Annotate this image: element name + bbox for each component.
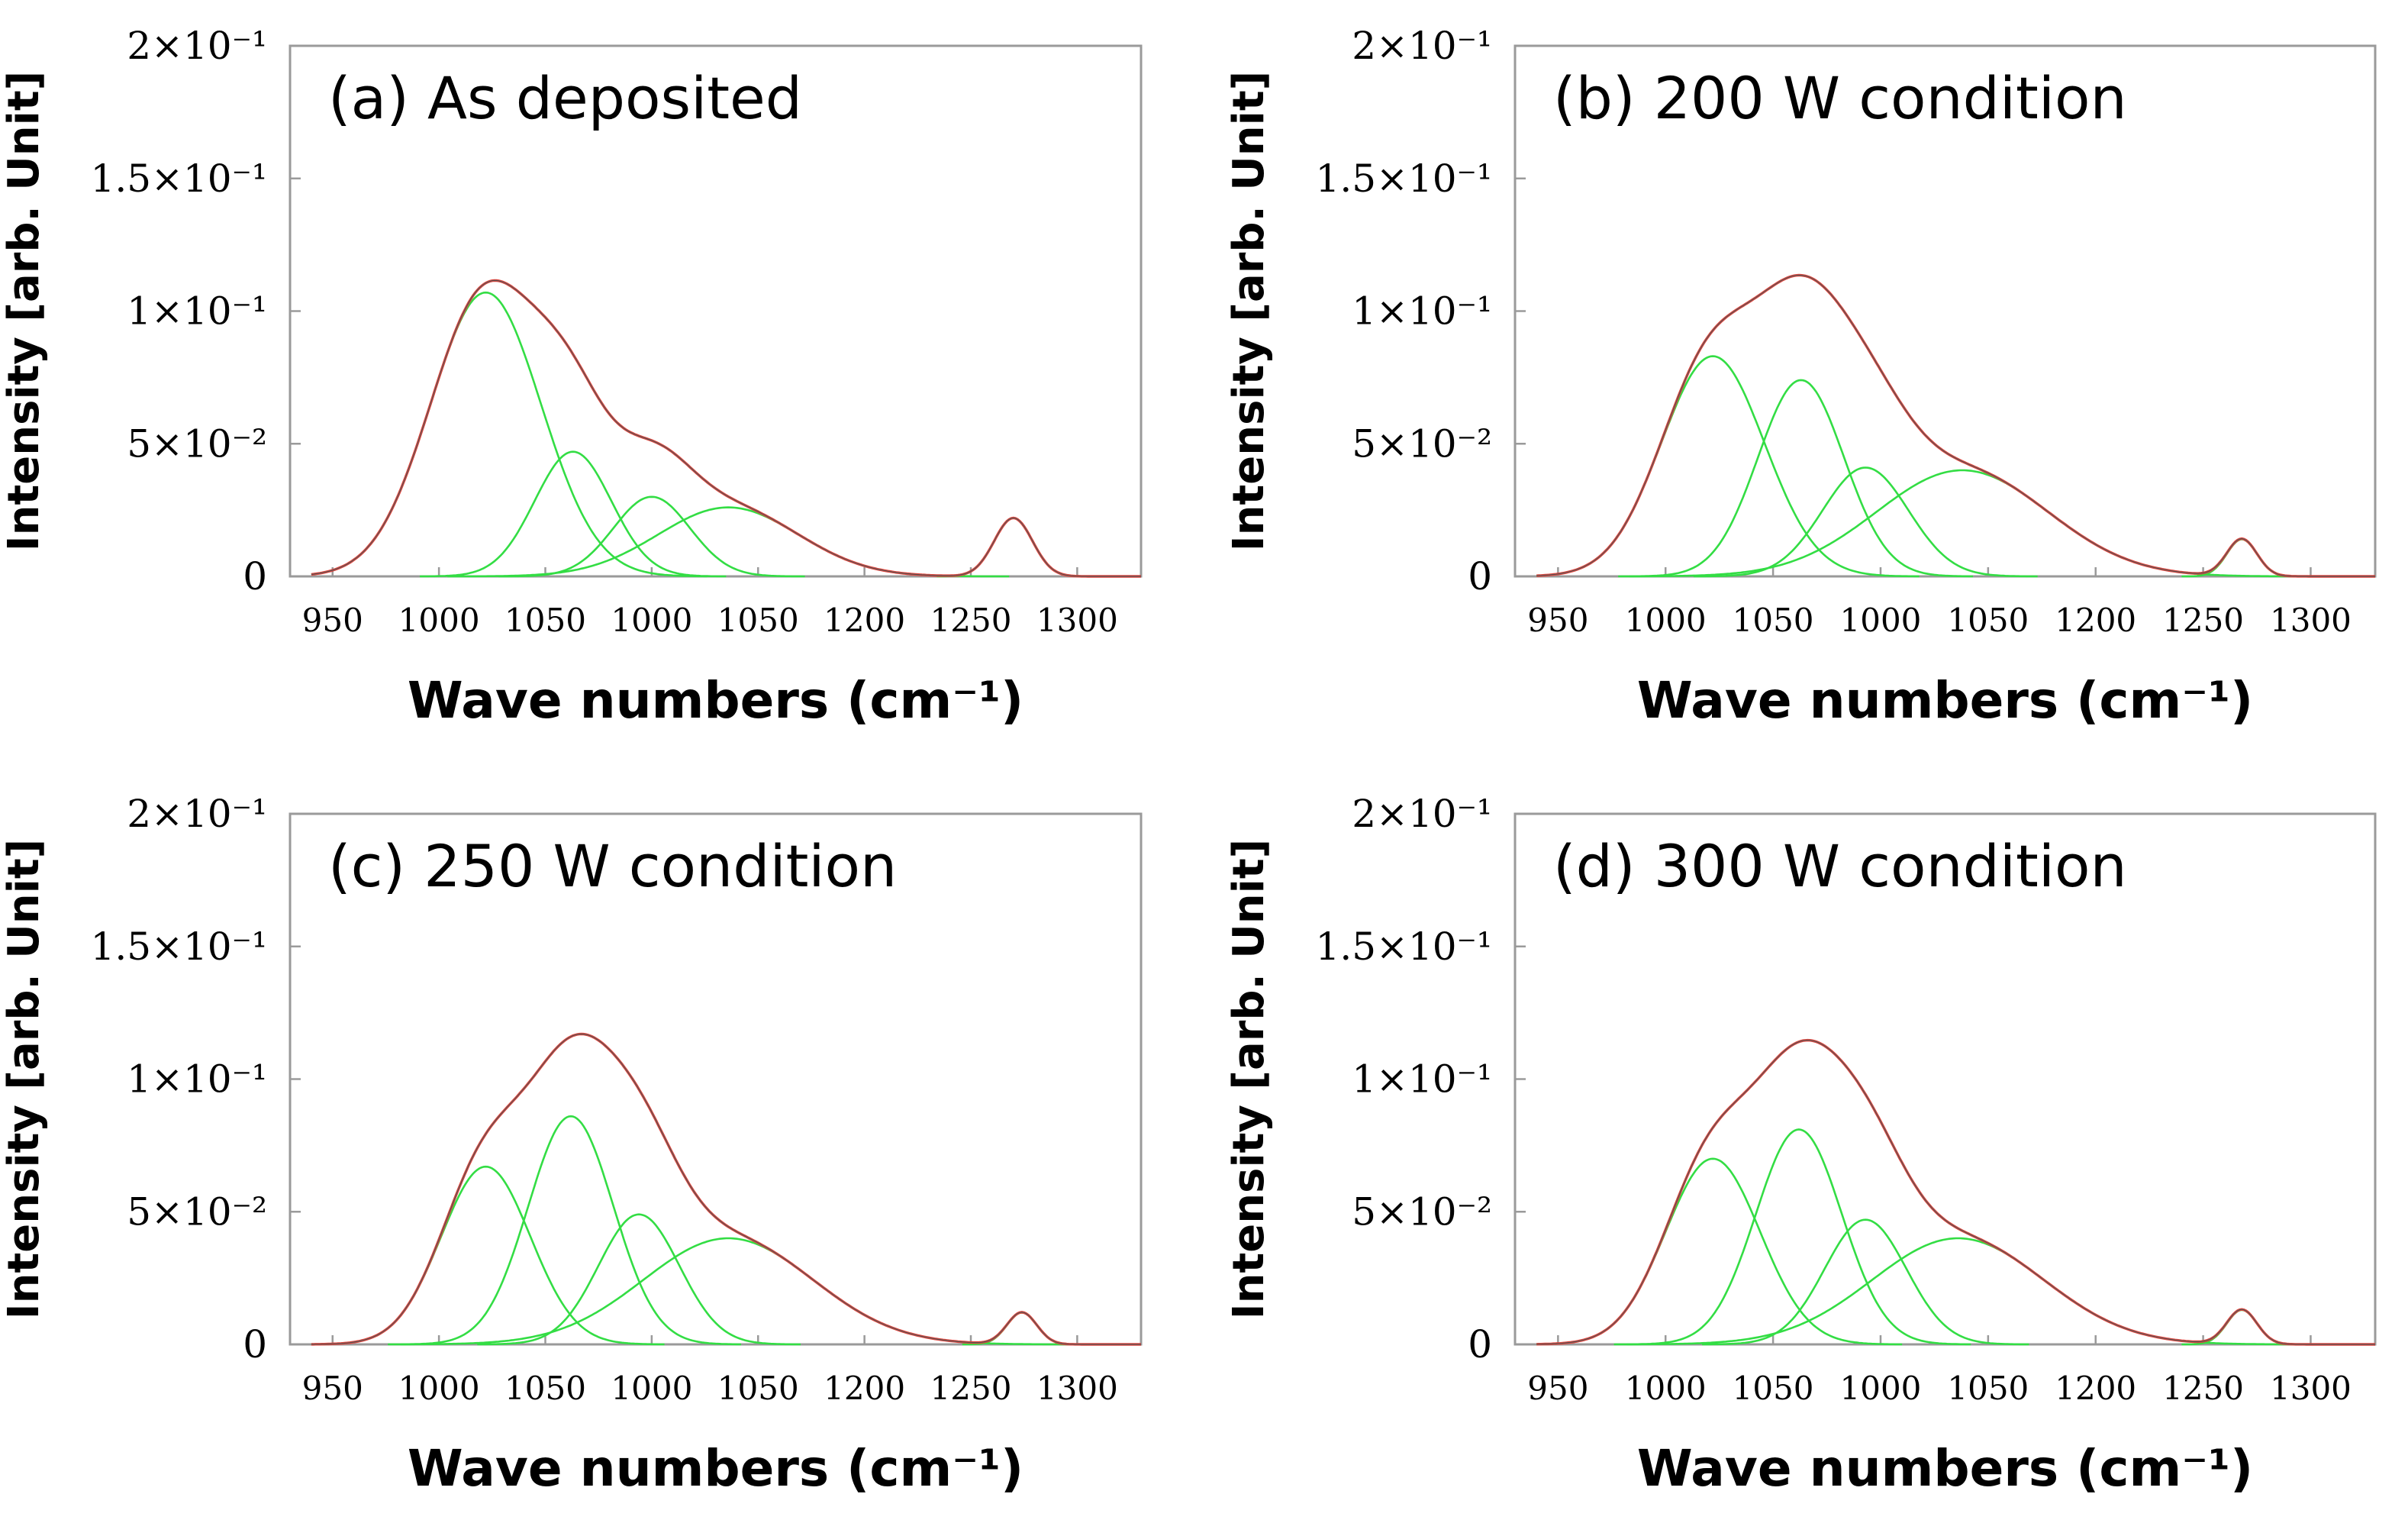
component-peak-2 <box>1629 379 1974 578</box>
component-peak-1 <box>1536 355 1920 578</box>
y-axis-label: Intensity [arb. Unit] <box>0 71 49 551</box>
component-peak-1 <box>1536 1157 1903 1346</box>
x-tick-label: 1000 <box>398 602 480 639</box>
y-tick-label: 1.5×10⁻¹ <box>1316 925 1492 969</box>
panel-title: (a) As deposited <box>328 64 802 132</box>
x-tick-label: 1300 <box>1036 1370 1118 1407</box>
y-tick-label: 1×10⁻¹ <box>127 289 267 334</box>
x-tick-label: 1050 <box>1733 602 1814 639</box>
x-tick-label: 1200 <box>824 1370 905 1407</box>
y-tick-label: 1.5×10⁻¹ <box>91 925 267 969</box>
y-tick-label: 0 <box>1468 554 1492 599</box>
measured-spectrum-line <box>311 1033 1141 1345</box>
chart-panel-d: 0 5×10⁻² 1×10⁻¹ 1.5×10⁻¹ 2×10⁻¹ 950 1000 1050 10… <box>1224 792 2377 1498</box>
x-tick-label: 1050 <box>1947 1370 2029 1407</box>
y-tick-label: 2×10⁻¹ <box>1352 792 1492 836</box>
panel-title: (b) 200 W condition <box>1553 64 2127 132</box>
y-tick-label: 2×10⁻¹ <box>1352 24 1492 68</box>
y-tick-label: 5×10⁻² <box>127 421 267 466</box>
component-peak-3 <box>1693 466 2038 578</box>
x-tick-label: 1050 <box>1733 1370 1814 1407</box>
x-axis-label: Wave numbers (cm⁻¹) <box>1637 671 2253 730</box>
x-axis-label: Wave numbers (cm⁻¹) <box>408 671 1023 730</box>
component-peak-2 <box>420 450 727 578</box>
x-tick-label: 1250 <box>930 602 1012 639</box>
component-peak-3 <box>498 495 805 578</box>
measured-spectrum-line <box>311 279 1141 577</box>
x-tick-label: 1000 <box>1840 602 1922 639</box>
component-peak-3 <box>477 1213 801 1346</box>
y-tick-label: 2×10⁻¹ <box>127 792 267 836</box>
component-peak-1 <box>311 1165 665 1346</box>
component-peak-4 <box>388 1237 1069 1346</box>
x-tick-label: 950 <box>1527 602 1588 639</box>
x-tick-label: 1000 <box>1625 1370 1707 1407</box>
y-tick-label: 1×10⁻¹ <box>127 1057 267 1102</box>
y-axis-label: Intensity [arb. Unit] <box>1224 839 1274 1319</box>
component-peak-5 <box>2181 538 2303 578</box>
component-peak-5 <box>962 1311 1082 1346</box>
x-tick-label: 1200 <box>2055 1370 2136 1407</box>
fitted-sum-line <box>1536 273 2375 578</box>
x-axis-label: Wave numbers (cm⁻¹) <box>408 1439 1023 1498</box>
x-tick-label: 1250 <box>930 1370 1012 1407</box>
x-tick-label: 1200 <box>2055 602 2136 639</box>
fitted-sum-line <box>311 279 1141 578</box>
component-peak-5 <box>936 517 1091 578</box>
x-tick-label: 1000 <box>1840 1370 1922 1407</box>
y-tick-label: 0 <box>243 1322 267 1367</box>
y-axis-label: Intensity [arb. Unit] <box>0 839 49 1319</box>
y-axis-label: Intensity [arb. Unit] <box>1224 71 1274 551</box>
x-tick-label: 950 <box>302 602 363 639</box>
x-tick-label: 1050 <box>1947 602 2029 639</box>
x-tick-label: 1300 <box>2270 602 2352 639</box>
x-tick-label: 1050 <box>717 1370 799 1407</box>
x-tick-label: 950 <box>302 1370 363 1407</box>
x-tick-label: 1000 <box>398 1370 480 1407</box>
x-tick-label: 1200 <box>824 602 905 639</box>
y-tick-label: 1.5×10⁻¹ <box>1316 157 1492 201</box>
component-peak-5 <box>2181 1309 2303 1346</box>
measured-spectrum-line <box>1536 1039 2375 1345</box>
y-tick-label: 1.5×10⁻¹ <box>91 157 267 201</box>
fitted-sum-line <box>311 1032 1141 1346</box>
chart-panel-b: 0 5×10⁻² 1×10⁻¹ 1.5×10⁻¹ 2×10⁻¹ 950 1000 1050 10… <box>1224 24 2377 730</box>
component-peak-2 <box>1626 1128 1971 1346</box>
y-tick-label: 5×10⁻² <box>1352 421 1492 466</box>
x-tick-label: 1000 <box>611 1370 692 1407</box>
x-axis-label: Wave numbers (cm⁻¹) <box>1637 1439 2253 1498</box>
panel-title: (d) 300 W condition <box>1553 832 2127 900</box>
x-tick-label: 1300 <box>2270 1370 2352 1407</box>
y-tick-label: 0 <box>1468 1322 1492 1367</box>
x-tick-label: 1000 <box>1625 602 1707 639</box>
component-peak-2 <box>401 1115 741 1346</box>
component-peak-1 <box>311 291 708 578</box>
x-tick-label: 1050 <box>717 602 799 639</box>
chart-panel-a: 0 5×10⁻² 1×10⁻¹ 1.5×10⁻¹ 2×10⁻¹ 950 1000 1050 10… <box>0 24 1143 730</box>
x-tick-label: 1250 <box>2162 1370 2244 1407</box>
y-tick-label: 5×10⁻² <box>127 1189 267 1234</box>
x-tick-label: 950 <box>1527 1370 1588 1407</box>
x-tick-label: 1300 <box>1036 602 1118 639</box>
component-peak-4 <box>1618 469 2306 578</box>
chart-panel-c: 0 5×10⁻² 1×10⁻¹ 1.5×10⁻¹ 2×10⁻¹ 950 1000 1050 10… <box>0 792 1143 1498</box>
component-peak-4 <box>1613 1237 2303 1346</box>
x-tick-label: 1250 <box>2162 602 2244 639</box>
fitted-sum-line <box>1536 1038 2375 1346</box>
y-tick-label: 0 <box>243 554 267 599</box>
x-tick-label: 1050 <box>504 1370 586 1407</box>
x-tick-label: 1000 <box>611 602 692 639</box>
x-tick-label: 1050 <box>504 602 586 639</box>
y-tick-label: 5×10⁻² <box>1352 1189 1492 1234</box>
panel-title: (c) 250 W condition <box>328 832 897 900</box>
y-tick-label: 2×10⁻¹ <box>127 24 267 68</box>
y-tick-label: 1×10⁻¹ <box>1352 289 1492 334</box>
y-tick-label: 1×10⁻¹ <box>1352 1057 1492 1102</box>
component-peak-3 <box>1702 1218 2029 1346</box>
measured-spectrum-line <box>1536 274 2375 577</box>
